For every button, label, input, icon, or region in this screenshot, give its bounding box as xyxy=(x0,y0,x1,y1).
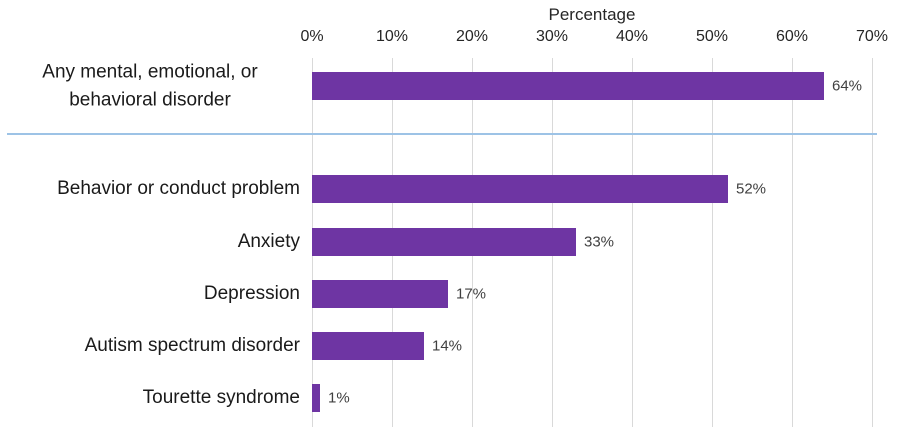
value-label: 33% xyxy=(584,233,615,251)
category-label-text: Autism spectrum disorder xyxy=(84,335,300,357)
bar-3 xyxy=(312,228,576,256)
value-label: 14% xyxy=(432,337,463,355)
category-label: Any mental, emotional, or behavioral dis… xyxy=(0,58,300,113)
category-label-text: Behavior or conduct problem xyxy=(57,178,300,200)
x-tick-label: 10% xyxy=(375,28,409,45)
value-label: 64% xyxy=(832,77,863,95)
x-tick-label: 0% xyxy=(300,28,324,45)
gridline-60% xyxy=(792,58,793,427)
value-label: 1% xyxy=(328,389,350,407)
value-label: 17% xyxy=(456,285,487,303)
separator-line xyxy=(7,133,877,135)
x-tick-label: 30% xyxy=(535,28,569,45)
category-label-text: Depression xyxy=(203,283,300,305)
bar-5 xyxy=(312,332,424,360)
category-label: Depression xyxy=(0,280,300,308)
gridline-40% xyxy=(632,58,633,427)
bar-1 xyxy=(312,72,824,100)
category-label-text: Any mental, emotional, or behavioral dis… xyxy=(42,61,258,110)
category-label-text: Anxiety xyxy=(237,231,300,253)
category-label-text: Tourette syndrome xyxy=(142,387,300,409)
axis-title: Percentage xyxy=(548,5,636,24)
category-label: Behavior or conduct problem xyxy=(0,175,300,203)
gridline-50% xyxy=(712,58,713,427)
gridline-70% xyxy=(872,58,873,427)
value-label: 52% xyxy=(736,180,767,198)
bar-6 xyxy=(312,384,320,412)
bar-2 xyxy=(312,175,728,203)
category-label: Tourette syndrome xyxy=(0,384,300,412)
bar-4 xyxy=(312,280,448,308)
x-tick-label: 60% xyxy=(775,28,809,45)
x-tick-label: 20% xyxy=(455,28,489,45)
x-tick-label: 40% xyxy=(615,28,649,45)
x-tick-label: 70% xyxy=(855,28,889,45)
x-tick-label: 50% xyxy=(695,28,729,45)
category-label: Autism spectrum disorder xyxy=(0,332,300,360)
category-label: Anxiety xyxy=(0,228,300,256)
